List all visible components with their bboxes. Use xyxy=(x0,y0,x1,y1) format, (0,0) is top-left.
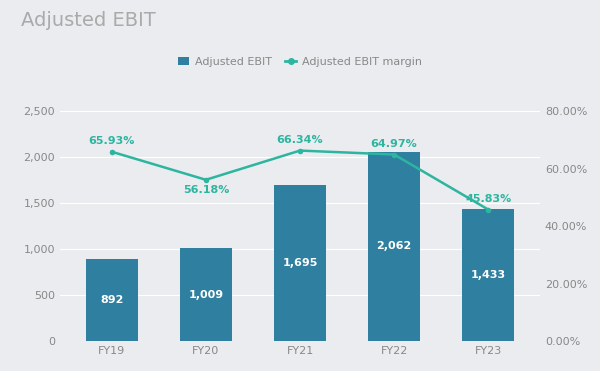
Bar xyxy=(274,186,326,341)
Text: 892: 892 xyxy=(100,295,124,305)
Text: 64.97%: 64.97% xyxy=(371,139,418,149)
Text: 66.34%: 66.34% xyxy=(277,135,323,145)
Bar xyxy=(368,152,420,341)
Legend: Adjusted EBIT, Adjusted EBIT margin: Adjusted EBIT, Adjusted EBIT margin xyxy=(174,52,426,72)
Text: 1,433: 1,433 xyxy=(470,270,506,280)
Text: 65.93%: 65.93% xyxy=(89,136,135,146)
Text: 2,062: 2,062 xyxy=(376,242,412,252)
Text: 45.83%: 45.83% xyxy=(465,194,511,204)
Text: Adjusted EBIT: Adjusted EBIT xyxy=(21,11,156,30)
Bar xyxy=(86,259,137,341)
Text: 56.18%: 56.18% xyxy=(182,185,229,195)
Text: 1,695: 1,695 xyxy=(283,258,317,268)
Text: 1,009: 1,009 xyxy=(188,290,223,300)
Bar xyxy=(180,249,232,341)
Bar xyxy=(463,210,514,341)
